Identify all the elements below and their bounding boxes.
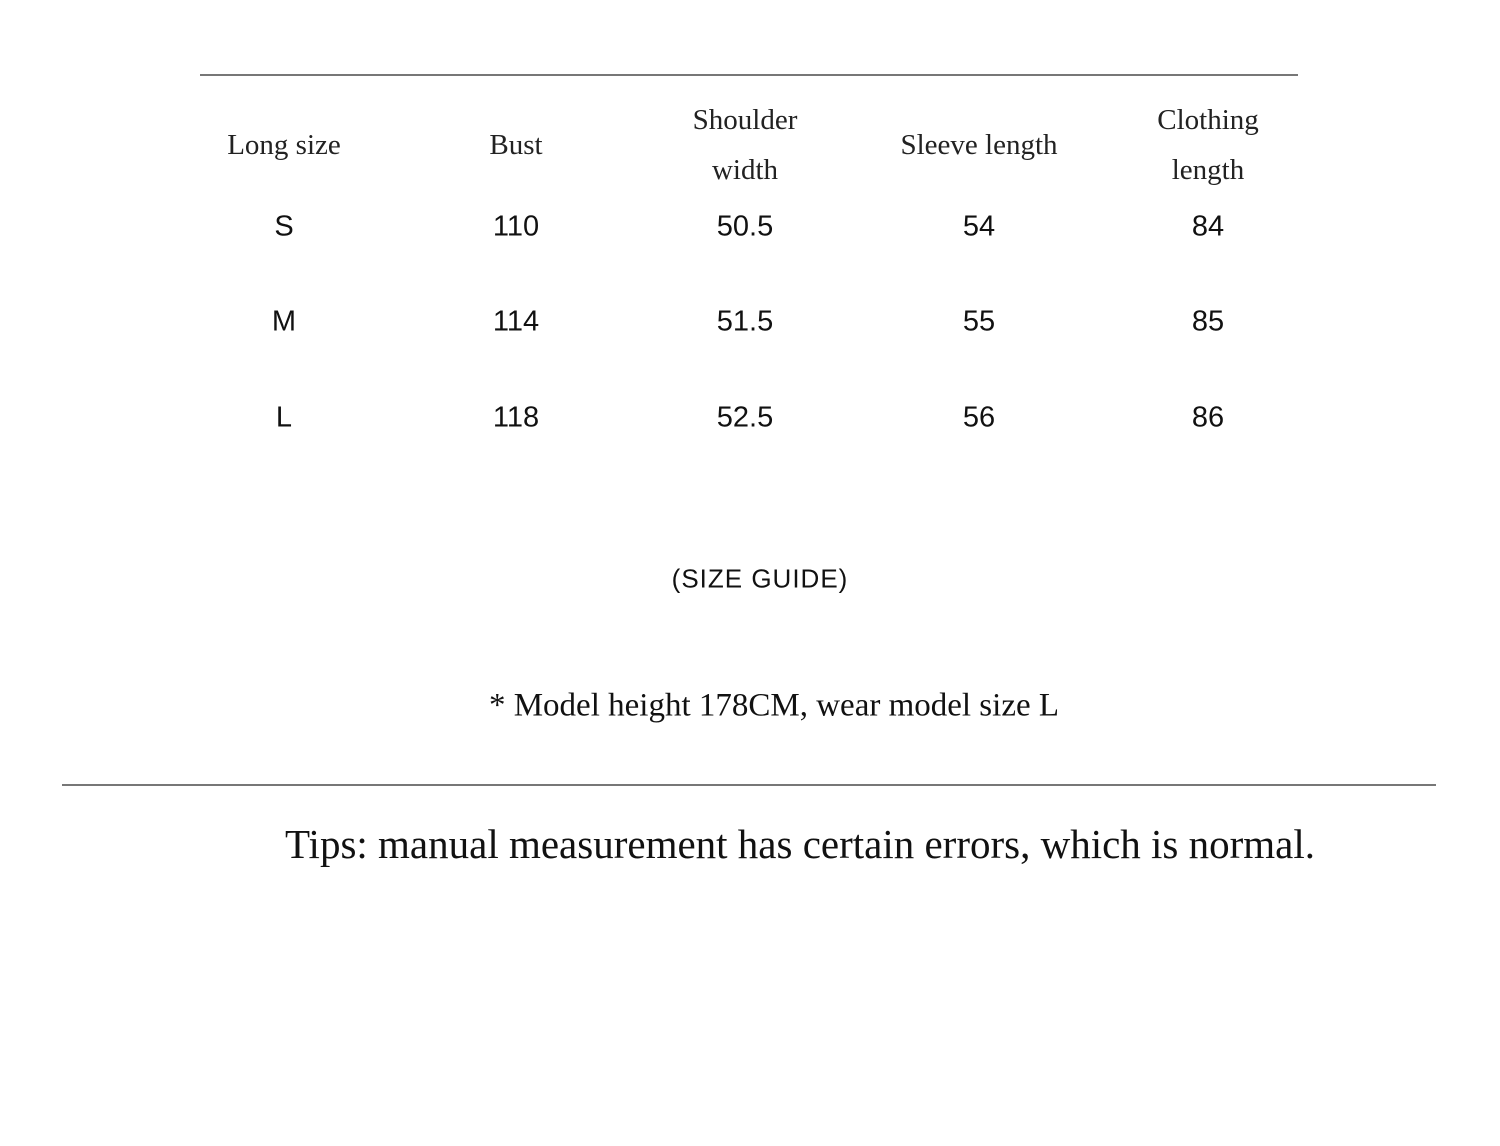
column-header: Shoulder width xyxy=(692,104,798,186)
measurement: 114 xyxy=(492,305,540,338)
column-header: Sleeve length xyxy=(900,129,1058,161)
column-header: Bust xyxy=(489,129,543,161)
measurement: 110 xyxy=(492,210,540,243)
column-header: Clothing length xyxy=(1157,104,1259,186)
measurement: 54 xyxy=(962,210,996,243)
measurement: 118 xyxy=(492,401,540,434)
size-label: S xyxy=(274,210,294,243)
tips: Tips: manual measurement has certain err… xyxy=(284,821,1316,867)
measurement: 51.5 xyxy=(716,305,774,338)
measurement: 56 xyxy=(962,401,996,434)
size-label: M xyxy=(271,305,297,338)
separator-rule xyxy=(62,784,1436,786)
measurement: 52.5 xyxy=(716,401,774,434)
measurement: 85 xyxy=(1191,305,1225,338)
measurement: 50.5 xyxy=(716,210,774,243)
measurement: 84 xyxy=(1191,210,1225,243)
measurement: 86 xyxy=(1191,401,1225,434)
table-top-rule xyxy=(200,74,1298,76)
caption: (SIZE GUIDE) xyxy=(671,563,849,594)
measurement: 55 xyxy=(962,305,996,338)
size-label: L xyxy=(275,401,293,434)
model-note: * Model height 178CM, wear model size L xyxy=(488,687,1060,724)
column-header: Long size xyxy=(227,129,341,161)
